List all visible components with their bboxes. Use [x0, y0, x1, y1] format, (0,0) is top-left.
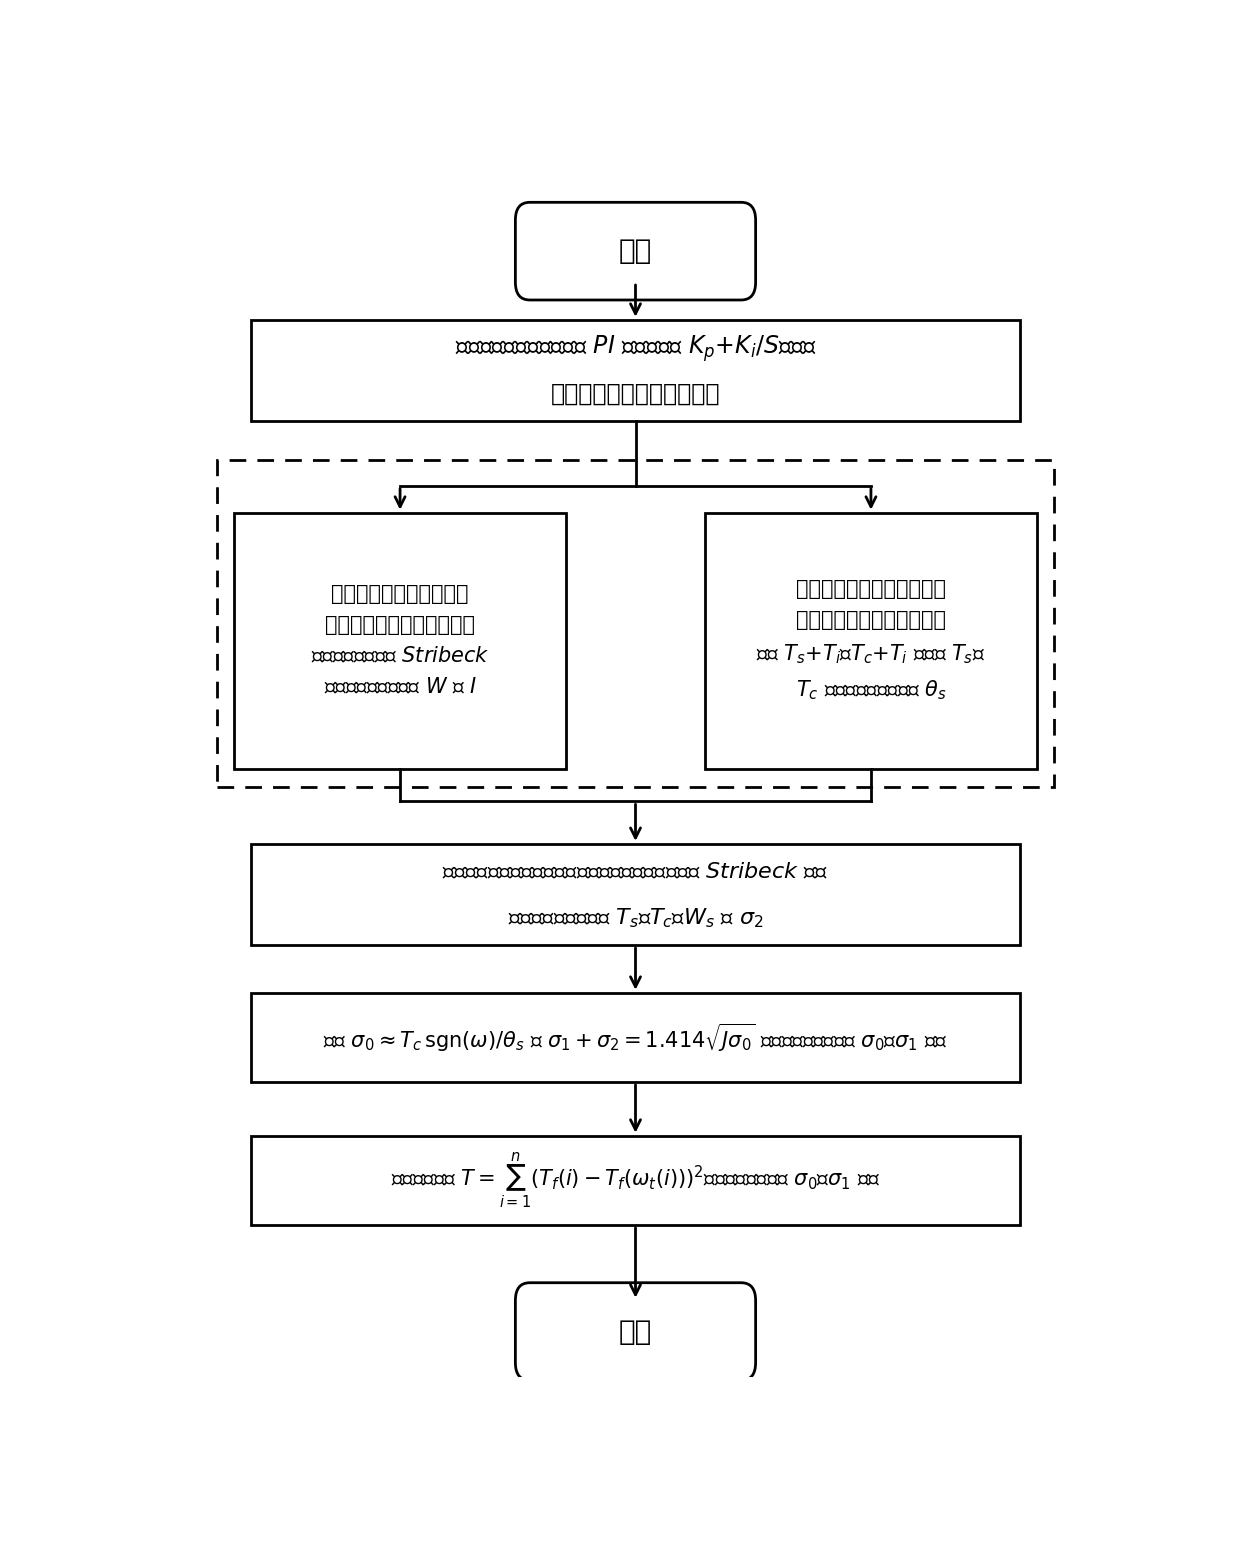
FancyBboxPatch shape: [250, 1135, 1019, 1225]
FancyBboxPatch shape: [234, 512, 565, 769]
Text: 俯仰框、横滚框和方位框输
入电流值，使输出力矩分别
处于 $T_s$+$T_i$，$T_c$+$T_i$ 之间和 $T_s$、
$T_c$ 之间，求稳态角位移 : 俯仰框、横滚框和方位框输 入电流值，使输出力矩分别 处于 $T_s$+$T_i$…: [756, 579, 986, 702]
FancyBboxPatch shape: [250, 320, 1019, 421]
FancyBboxPatch shape: [516, 1282, 755, 1380]
FancyBboxPatch shape: [516, 203, 755, 300]
Text: 开始: 开始: [619, 237, 652, 265]
FancyBboxPatch shape: [250, 993, 1019, 1081]
Text: 速率、电流双闭环伺服系统: 速率、电流双闭环伺服系统: [551, 382, 720, 407]
Text: 根据目标函数 $T=\sum_{i=1}^{n}(T_f(i)-T_f(\omega_t(i)))^2$，进行动态参数值 $\sigma_0$、$\sigma_: 根据目标函数 $T=\sum_{i=1}^{n}(T_f(i)-T_f(\ome…: [391, 1151, 880, 1210]
Text: 结束: 结束: [619, 1318, 652, 1346]
Text: 根据 $\sigma_0$$\approx$$T_c\,\mathrm{sgn}(\omega)/\theta_s$ 与 $\sigma_1+\sigma_2=: 根据 $\sigma_0$$\approx$$T_c\,\mathrm{sgn}…: [324, 1021, 947, 1054]
Text: 稳定平台三框架系统采用 $\it{PI}$ 控制器，即 $\it{K_p}$+$\it{K_i}$/$\it{S}$，构造: 稳定平台三框架系统采用 $\it{PI}$ 控制器，即 $\it{K_p}$+$…: [455, 334, 816, 364]
Text: 俯仰框、横滚框与方位框通过非线性最小二乘法拟合 $\it{Stribeck}$ 曲线: 俯仰框、横滚框与方位框通过非线性最小二乘法拟合 $\it{Stribeck}$ …: [443, 863, 828, 883]
FancyBboxPatch shape: [706, 512, 1037, 769]
Text: 俯仰框、横滚框和方位框
伺服电机正反转相同角度，
使电机低速运行于 $\it{Stribeck}$
负斜率曲线段，记录 $\it{W}$ 与 $\it{I}$: 俯仰框、横滚框和方位框 伺服电机正反转相同角度， 使电机低速运行于 $\it{S…: [311, 583, 490, 698]
Text: 参数，求得静态参数 $T_s$，$T_c$，$W_s$ 与 $\sigma_2$: 参数，求得静态参数 $T_s$，$T_c$，$W_s$ 与 $\sigma_2$: [508, 907, 763, 930]
FancyBboxPatch shape: [250, 843, 1019, 945]
